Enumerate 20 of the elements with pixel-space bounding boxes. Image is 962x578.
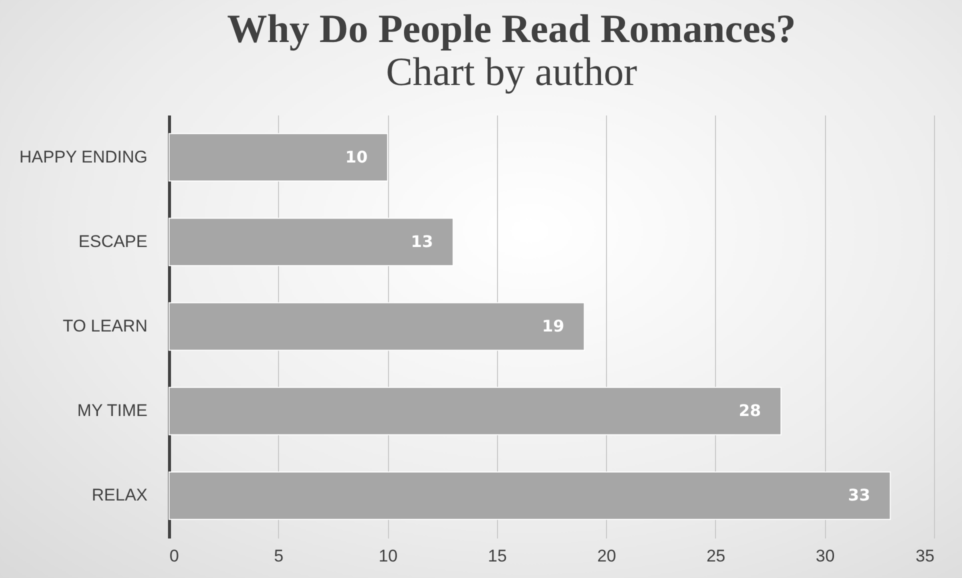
x-tick-label: 20 <box>597 546 616 566</box>
x-tick-label: 35 <box>916 546 934 566</box>
data-label: 28 <box>738 401 761 420</box>
y-tick-label: MY TIME <box>77 401 148 420</box>
chart-subtitle: Chart by author <box>386 49 638 94</box>
data-label: 19 <box>542 316 564 336</box>
y-tick-label: RELAX <box>92 486 148 505</box>
y-tick-label: ESCAPE <box>78 232 148 251</box>
x-tick-label: 10 <box>378 546 398 566</box>
x-tick-label: 5 <box>274 546 284 566</box>
x-tick-label: 25 <box>706 546 726 566</box>
x-tick-label: 0 <box>170 546 179 566</box>
data-label: 33 <box>848 486 870 505</box>
chart-title: Why Do People Read Romances? <box>227 6 796 51</box>
x-tick-label: 15 <box>488 546 507 566</box>
x-tick-label: 30 <box>816 546 835 566</box>
data-label: 10 <box>345 147 368 166</box>
y-tick-label: HAPPY ENDING <box>19 147 148 166</box>
data-label: 13 <box>410 232 434 251</box>
y-tick-label: TO LEARN <box>62 316 148 336</box>
